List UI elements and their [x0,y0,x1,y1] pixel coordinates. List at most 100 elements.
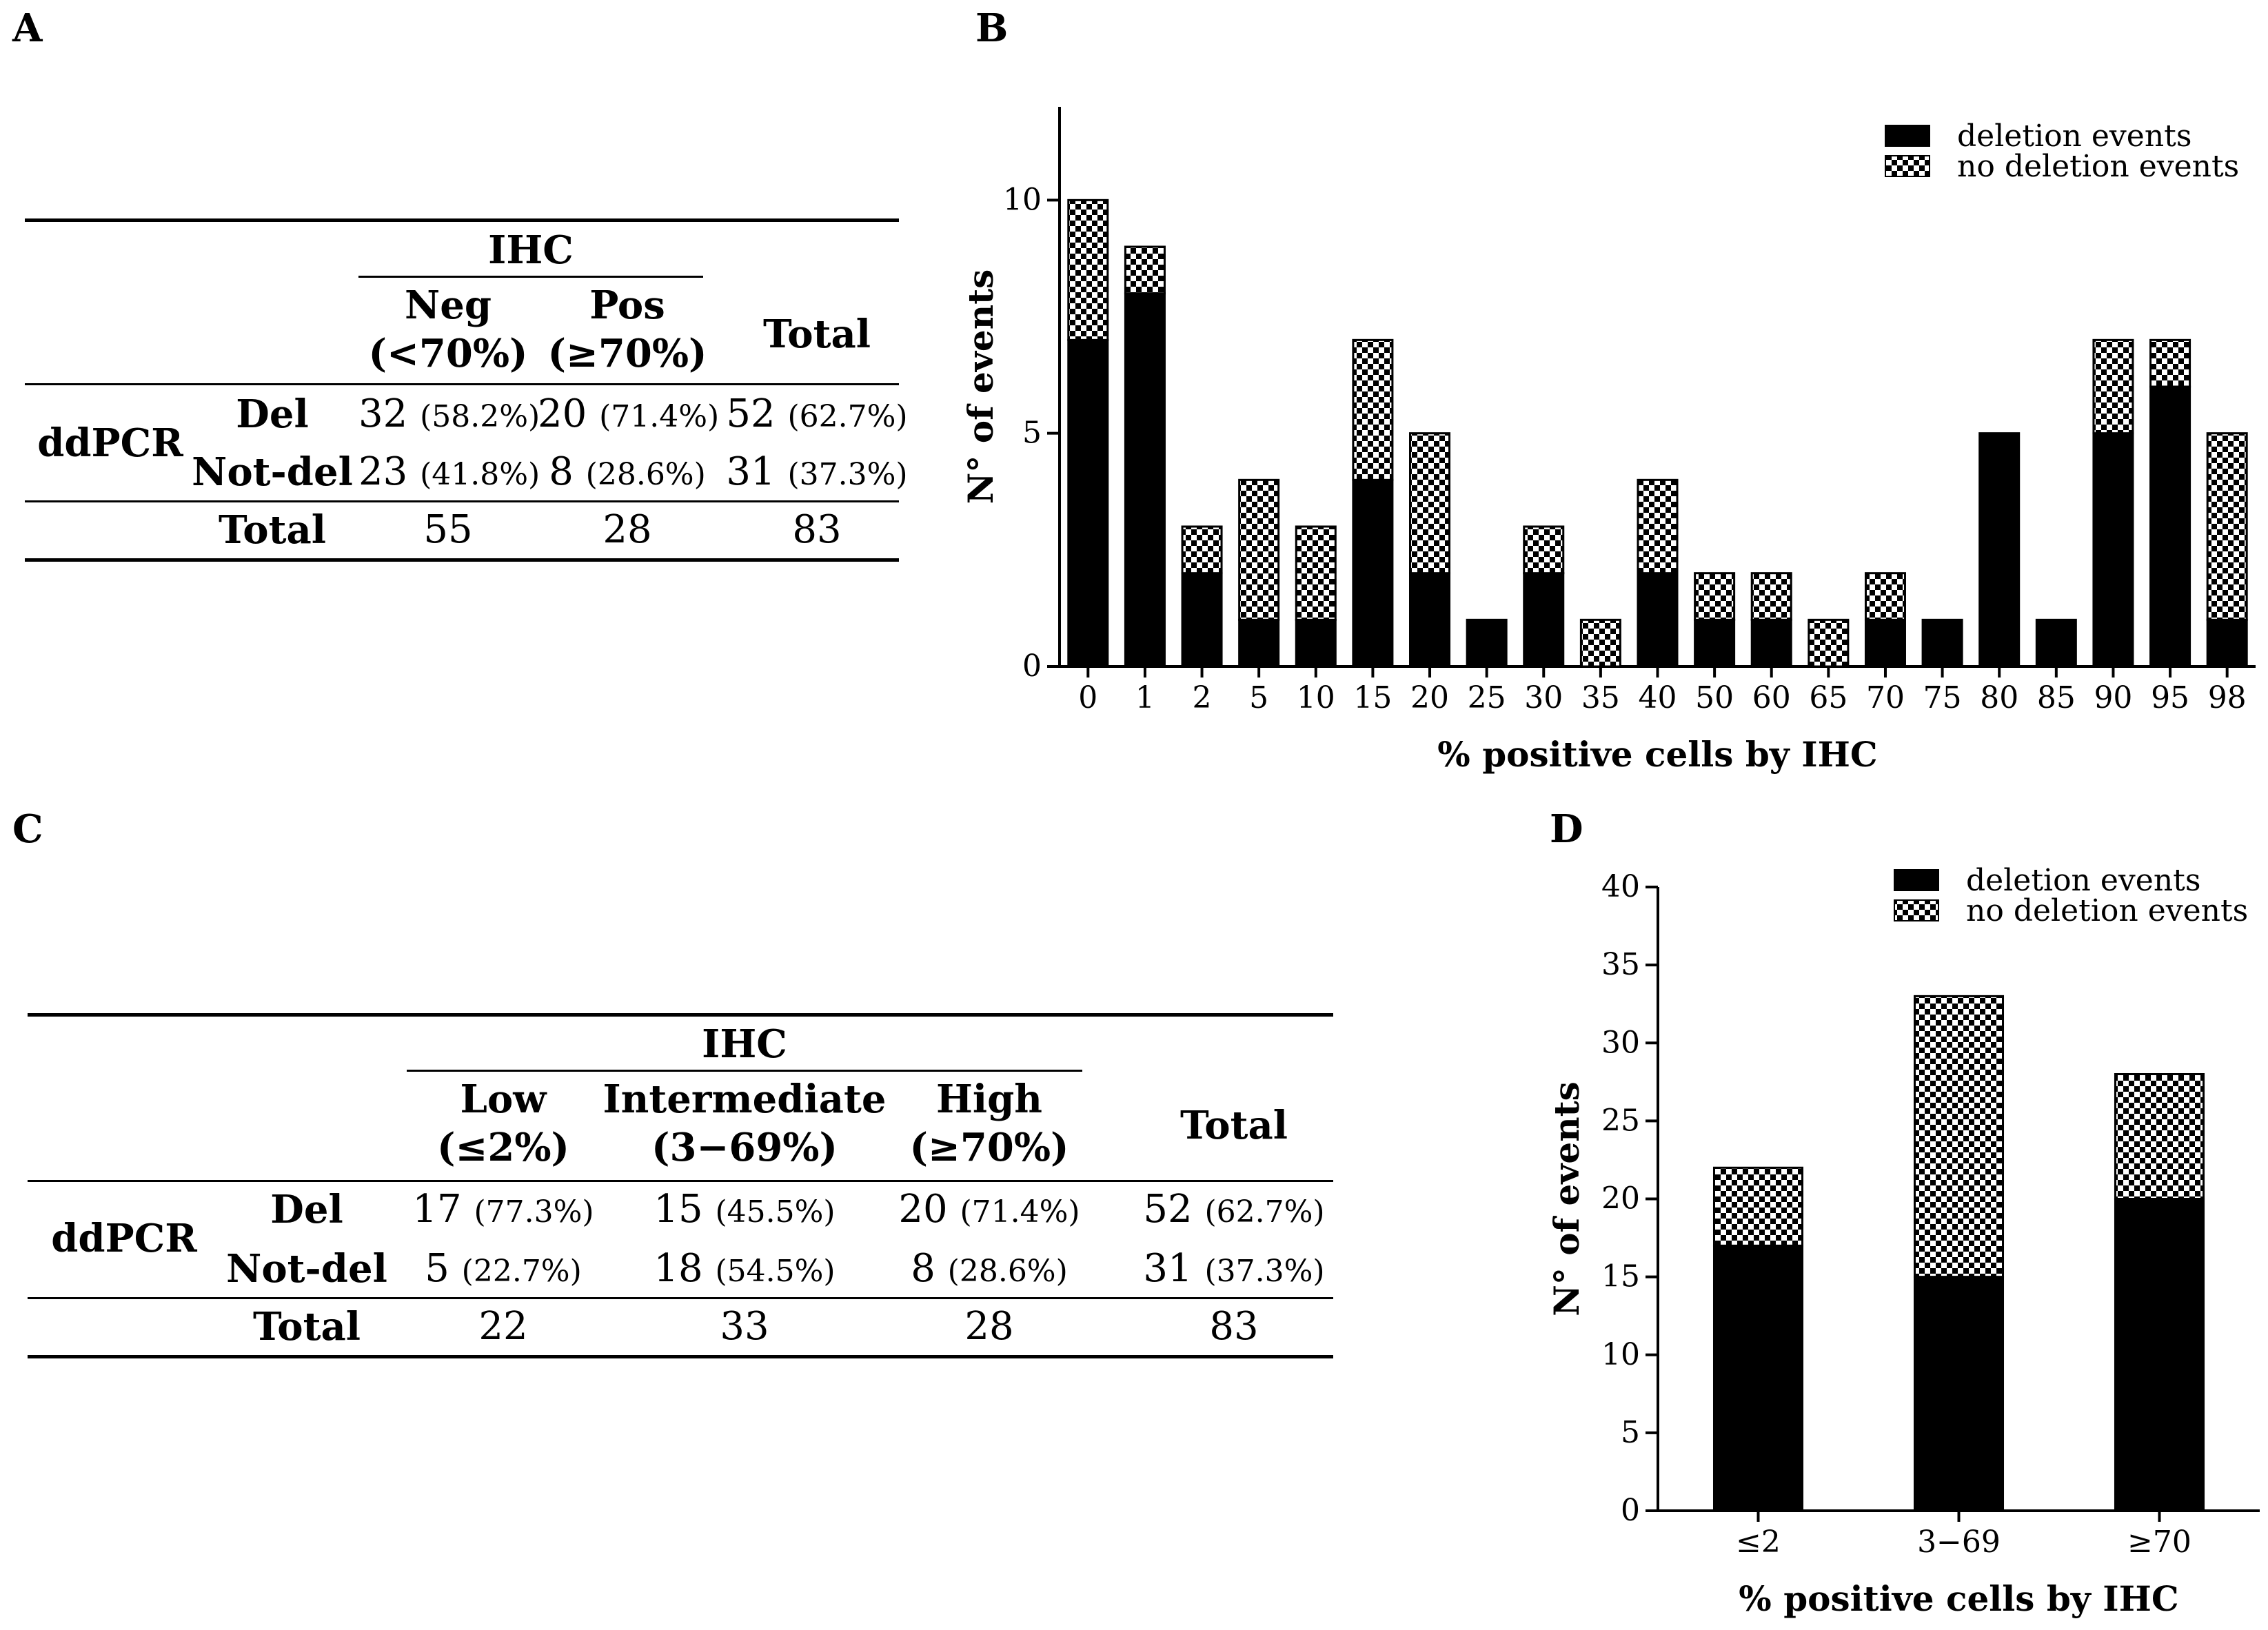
bar-deletion [1864,618,1906,668]
bar-deletion [1295,618,1337,668]
table-a-row-notdel-label: Not-del [192,449,353,495]
bar-deletion [1523,572,1565,668]
bar-deletion [1352,478,1394,668]
x-tick-label: 15 [1353,680,1392,715]
chart-d: 0 5 10 15 20 25 30 35 40 ≤2 3−69 ≥70 % positive cell… [1546,863,2260,1619]
y-tick-label: 5 [1022,416,1042,451]
x-tick-label: 0 [1078,680,1097,715]
panel-label-b: B [975,6,1009,51]
bar-deletion [1913,1276,2005,1512]
table-c: IHC Low (≤2%) Intermediate (3−69%) High … [28,1013,1333,1358]
table-c-body-rule [28,1297,1333,1299]
table-a-cell: 20 (71.4%) [538,391,720,436]
x-tick-label: 60 [1752,680,1791,715]
table-a-ihc-header: IHC [488,227,574,273]
table-c-cell: 18 (54.5%) [654,1246,836,1291]
bar-no-deletion [1579,618,1621,668]
panel-label-c: C [12,806,43,852]
table-c-cell: 15 (45.5%) [654,1187,836,1232]
x-tick-label: 10 [1297,680,1335,715]
legend-swatch [1885,125,1930,147]
x-tick-label: 85 [2037,680,2076,715]
table-c-row-del-label: Del [270,1187,343,1232]
bar-deletion [1409,572,1451,668]
x-tick-label: 1 [1135,680,1155,715]
legend-label: no deletion events [1966,893,2248,928]
x-tick-label: 98 [2208,680,2247,715]
x-tick-label: 90 [2094,680,2132,715]
y-tick-label: 30 [1601,1025,1640,1060]
x-tick-label: 2 [1193,680,1212,715]
table-a-cell: 32 (58.2%) [358,391,540,436]
bar-deletion [2092,432,2134,668]
table-a-col-neg: Neg [405,283,492,328]
y-tick-label: 35 [1601,947,1640,982]
table-c-cell: 31 (37.3%) [1143,1246,1325,1291]
bar-deletion [1712,1244,1804,1512]
x-tick-label: 25 [1468,680,1506,715]
table-a-row-group: ddPCR [37,420,183,466]
bar-no-deletion [1124,245,1166,295]
table-c-col-intermediate-sub: (3−69%) [651,1125,838,1170]
table-a-col-pos-sub: (≥70%) [547,331,707,376]
bar-no-deletion [1694,572,1736,621]
y-tick-label: 40 [1601,869,1640,904]
y-axis-label: N° of events [1546,1081,1587,1316]
table-a-total-label: Total [218,507,327,553]
x-tick-label: 50 [1695,680,1734,715]
table-a-cell: 23 (41.8%) [358,449,540,494]
table-c-col-high-sub: (≥70%) [909,1125,1069,1170]
x-tick-label: 65 [1809,680,1847,715]
table-c-header-rule [28,1180,1333,1182]
table-c-total-label: Total [252,1304,361,1349]
table-a-total-cell: 83 [792,507,842,552]
table-a-top-rule [25,218,899,222]
x-tick-label: 75 [1923,680,1962,715]
bar-no-deletion [1637,478,1679,575]
bar-no-deletion [1295,525,1337,621]
table-a-row-del-label: Del [236,391,309,437]
table-c-row-notdel-label: Not-del [226,1246,387,1292]
table-a-ihc-rule [358,276,703,278]
table-c-cell: 5 (22.7%) [425,1246,582,1291]
x-tick-label: 20 [1410,680,1449,715]
table-c-col-low-sub: (≤2%) [436,1125,570,1170]
bar-deletion [1238,618,1280,668]
bar-no-deletion [1712,1166,1804,1247]
y-tick-label: 25 [1601,1103,1640,1138]
panel-label-a: A [12,6,43,51]
table-a-body-rule [25,500,899,502]
y-tick-label: 10 [1601,1337,1640,1372]
bar-no-deletion [1409,432,1451,575]
table-a-col-total: Total [762,312,871,357]
table-c-col-high: High [935,1077,1043,1122]
bar-no-deletion [1238,478,1280,621]
y-tick-label: 5 [1621,1415,1640,1450]
y-tick-label: 15 [1601,1259,1640,1294]
table-c-cell: 52 (62.7%) [1143,1187,1325,1232]
x-tick-label: 40 [1639,680,1677,715]
table-a-cell: 31 (37.3%) [726,449,908,494]
bar-deletion [1181,572,1223,668]
panel-label-d: D [1550,806,1583,852]
bar-deletion [1637,572,1679,668]
table-c-total-cell: 28 [964,1304,1014,1349]
y-tick-label: 0 [1621,1493,1640,1528]
bar-deletion [2035,618,2077,668]
x-axis-label: % positive cells by IHC [1437,734,1877,775]
y-tick-label: 20 [1601,1181,1640,1216]
legend-label: deletion events [1966,863,2200,898]
table-a-cell: 52 (62.7%) [726,391,908,436]
bar-no-deletion [1750,572,1792,621]
table-c-ihc-header: IHC [702,1021,787,1067]
table-c-cell: 8 (28.6%) [911,1246,1068,1291]
x-axis-label: % positive cells by IHC [1739,1578,2178,1619]
bar-no-deletion [2206,432,2248,621]
bar-no-deletion [1864,572,1906,621]
x-tick-label: 95 [2151,680,2189,715]
bar-no-deletion [1181,525,1223,575]
legend-swatch [1885,155,1930,177]
bar-deletion [1921,618,1963,668]
